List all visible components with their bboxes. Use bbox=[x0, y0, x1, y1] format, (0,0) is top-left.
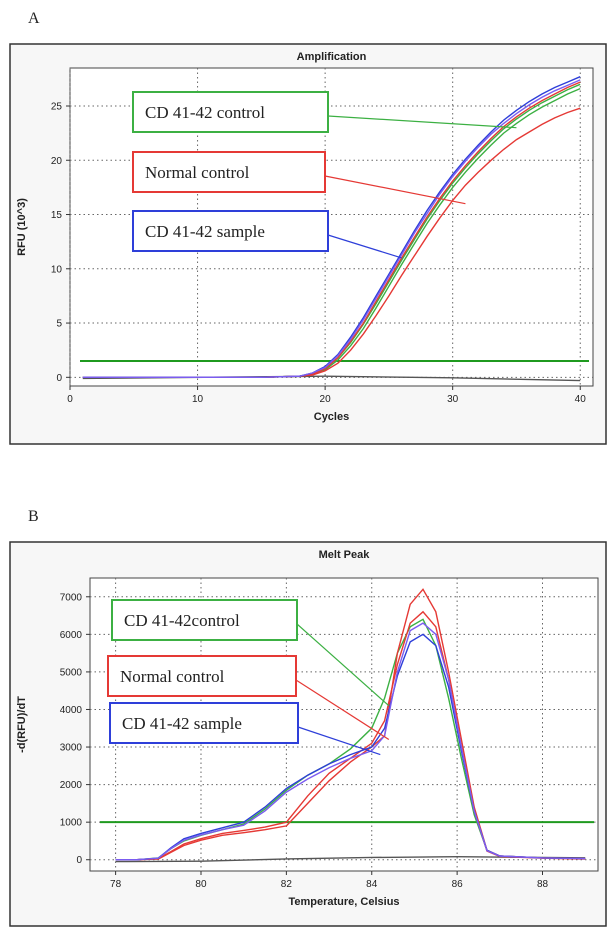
legend-callout-line bbox=[324, 175, 466, 205]
series-line-2 bbox=[82, 107, 581, 378]
series-line-1 bbox=[82, 87, 581, 378]
amplification-chart: Amplification 0 10 20 30 40 0 5 10 15 20 25 Cycles RF… bbox=[9, 43, 607, 445]
chart-title: Amplification bbox=[297, 51, 367, 63]
y-tick-label: 1000 bbox=[60, 818, 83, 829]
legend-label: Normal control bbox=[120, 667, 225, 686]
y-tick-label: 3000 bbox=[60, 743, 83, 754]
x-tick-label: 40 bbox=[575, 394, 587, 405]
y-tick-label: 20 bbox=[51, 156, 63, 167]
x-tick-label: 78 bbox=[110, 879, 122, 890]
x-tick-label: 30 bbox=[447, 394, 459, 405]
y-tick-label: 5 bbox=[56, 319, 62, 330]
x-tick-label: 88 bbox=[537, 879, 549, 890]
x-tick-label: 86 bbox=[452, 879, 464, 890]
y-tick-label: 25 bbox=[51, 101, 63, 112]
x-tick-label: 80 bbox=[195, 879, 207, 890]
y-tick-label: 2000 bbox=[60, 780, 83, 791]
y-tick-label: 4000 bbox=[60, 705, 83, 716]
legend-box bbox=[107, 655, 297, 697]
panel-b-letter: B bbox=[28, 508, 39, 525]
x-tick-label: 82 bbox=[281, 879, 293, 890]
series-line-3 bbox=[82, 81, 581, 378]
x-tick-label: 0 bbox=[67, 394, 73, 405]
legend-label: CD 41-42 control bbox=[145, 103, 265, 122]
legend-label: CD 41-42 sample bbox=[122, 714, 242, 733]
x-axis-label: Temperature, Celsius bbox=[288, 896, 399, 908]
chart-title: Melt Peak bbox=[319, 549, 371, 561]
y-axis-label: -d(RFU)/dT bbox=[16, 696, 28, 753]
legend-callout-line bbox=[327, 234, 402, 259]
y-tick-label: 10 bbox=[51, 264, 63, 275]
legend-callout-line bbox=[297, 726, 381, 756]
legend-label: CD 41-42control bbox=[124, 611, 240, 630]
y-tick-label: 0 bbox=[76, 855, 82, 866]
legend-box bbox=[132, 210, 329, 252]
legend-box bbox=[132, 151, 326, 193]
x-tick-label: 20 bbox=[320, 394, 332, 405]
y-axis-label: RFU (10^3) bbox=[16, 198, 28, 256]
legend-callout-line bbox=[295, 679, 390, 741]
legend-box bbox=[132, 91, 329, 133]
y-tick-label: 15 bbox=[51, 210, 63, 221]
x-axis-label: Cycles bbox=[314, 411, 349, 423]
series-line-5 bbox=[82, 79, 581, 378]
y-tick-label: 5000 bbox=[60, 667, 83, 678]
panel-a-letter: A bbox=[28, 10, 40, 27]
series-line-4 bbox=[115, 622, 586, 861]
series-line-4 bbox=[82, 76, 581, 378]
melt-peak-chart: Melt Peak 78 80 82 84 86 88 0 1000 2000 3000 4000 50… bbox=[9, 541, 607, 927]
legend-box bbox=[109, 702, 299, 744]
x-tick-label: 10 bbox=[192, 394, 204, 405]
x-tick-label: 84 bbox=[366, 879, 378, 890]
y-tick-label: 0 bbox=[56, 373, 62, 384]
legend-box bbox=[111, 599, 298, 641]
legend-label: CD 41-42 sample bbox=[145, 222, 265, 241]
legend-label: Normal control bbox=[145, 163, 250, 182]
legend-callout-line bbox=[327, 115, 517, 129]
y-tick-label: 7000 bbox=[60, 592, 83, 603]
y-tick-label: 6000 bbox=[60, 630, 83, 641]
legend-callout-line bbox=[296, 623, 390, 707]
